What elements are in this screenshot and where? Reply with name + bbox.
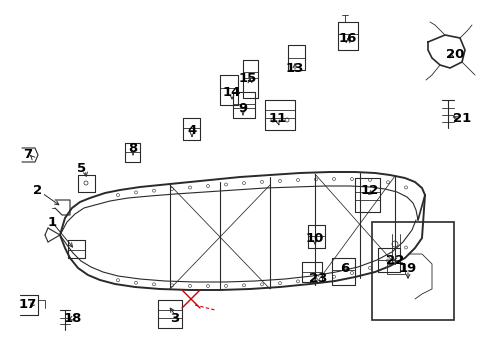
Text: 7: 7 [24, 148, 32, 162]
Text: 5: 5 [77, 162, 87, 175]
Text: 3: 3 [171, 311, 180, 324]
Text: 20: 20 [446, 49, 464, 62]
Text: 22: 22 [386, 253, 404, 266]
Text: 11: 11 [269, 112, 287, 125]
Text: 6: 6 [341, 261, 350, 274]
Text: 4: 4 [187, 123, 196, 136]
Text: 16: 16 [339, 31, 357, 45]
Text: 17: 17 [19, 298, 37, 311]
Text: 14: 14 [223, 85, 241, 99]
Text: 21: 21 [453, 112, 471, 125]
Text: 15: 15 [239, 72, 257, 85]
Text: 9: 9 [239, 102, 247, 114]
Text: 10: 10 [306, 231, 324, 244]
Bar [372, 222, 454, 320]
Text: 19: 19 [399, 261, 417, 274]
Text: 1: 1 [48, 216, 56, 229]
Text: 13: 13 [286, 62, 304, 75]
Text: 8: 8 [128, 141, 138, 154]
Text: 18: 18 [64, 311, 82, 324]
Text: 12: 12 [361, 184, 379, 197]
Text: 2: 2 [33, 184, 43, 197]
Text: 23: 23 [309, 271, 327, 284]
